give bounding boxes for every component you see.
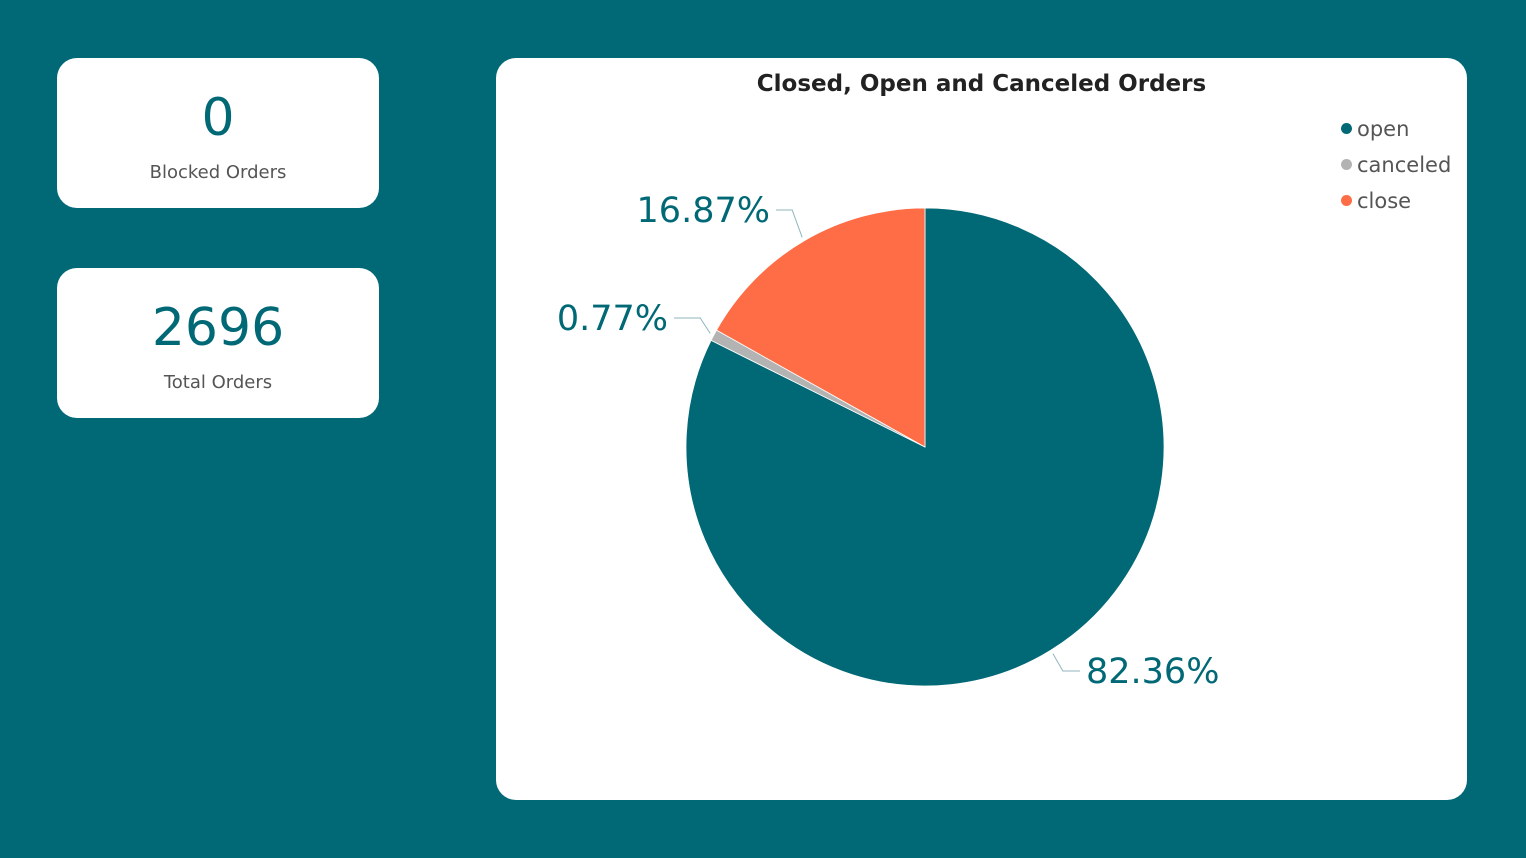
blocked-orders-card: 0 Blocked Orders	[57, 58, 379, 208]
legend-dot-open	[1341, 122, 1352, 134]
leader-line-canceled	[674, 317, 711, 334]
total-orders-card: 2696 Total Orders	[57, 268, 379, 418]
legend-label-open: open	[1357, 117, 1410, 141]
data-label-canceled: 0.77%	[557, 299, 668, 339]
legend-dot-close	[1341, 194, 1352, 206]
legend-label-close: close	[1357, 189, 1412, 213]
data-label-close: 16.87%	[637, 191, 770, 231]
legend-label-canceled: canceled	[1357, 153, 1452, 177]
chart-legend: open canceled close	[1341, 111, 1451, 219]
blocked-orders-label: Blocked Orders	[149, 162, 287, 183]
legend-item-open[interactable]: open	[1341, 111, 1451, 147]
leader-line-open	[1052, 653, 1080, 672]
pie-chart: 82.36% 0.77% 16.87%	[557, 191, 1220, 692]
legend-dot-canceled	[1341, 158, 1352, 170]
pie-slice-close[interactable]	[715, 207, 926, 448]
chart-title: Closed, Open and Canceled Orders	[756, 71, 1207, 97]
blocked-orders-value: 0	[201, 88, 235, 148]
legend-item-canceled[interactable]: canceled	[1341, 147, 1451, 183]
legend-item-close[interactable]: close	[1341, 183, 1451, 219]
total-orders-value: 2696	[151, 298, 285, 358]
data-label-open: 82.36%	[1086, 652, 1219, 692]
total-orders-label: Total Orders	[163, 372, 273, 393]
leader-line-close	[776, 209, 803, 238]
orders-pie-chart-card: Closed, Open and Canceled Orders open ca…	[496, 58, 1467, 800]
